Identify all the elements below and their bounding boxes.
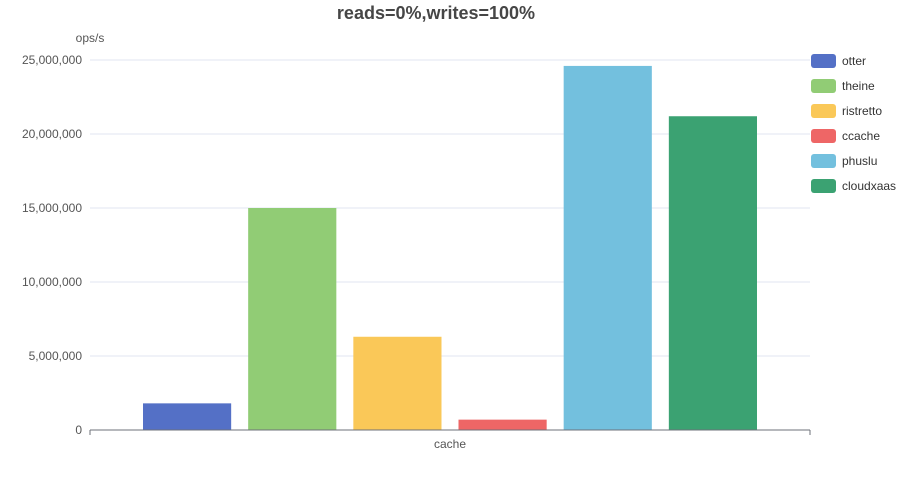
legend-label-ristretto[interactable]: ristretto [842,104,882,118]
x-axis: cache [89,429,811,451]
bar-ccache[interactable] [458,419,547,430]
bars [143,65,757,431]
legend-swatch-theine[interactable] [811,79,836,93]
legend-label-otter[interactable]: otter [842,54,866,68]
y-tick-label: 20,000,000 [22,127,82,141]
bar-phuslu[interactable] [563,65,652,431]
legend[interactable]: otter theine ristretto ccache phuslu cloudxaa… [811,54,896,193]
y-tick-label: 15,000,000 [22,201,82,215]
legend-swatch-phuslu[interactable] [811,154,836,168]
bar-ristretto[interactable] [353,336,442,430]
legend-label-theine[interactable]: theine [842,79,875,93]
y-tick-label: 0 [75,423,82,437]
y-tick-label: 5,000,000 [29,349,83,363]
legend-swatch-ristretto[interactable] [811,104,836,118]
legend-label-phuslu[interactable]: phuslu [842,154,877,168]
legend-label-cloudxaas[interactable]: cloudxaas [842,179,896,193]
y-tick-label: 10,000,000 [22,275,82,289]
chart-title: reads=0%,writes=100% [337,3,535,23]
bar-cloudxaas[interactable] [668,116,757,431]
y-axis-ticks: 0 5,000,000 10,000,000 15,000,000 20,000,000… [22,53,82,437]
bar-theine[interactable] [248,208,337,430]
bar-otter[interactable] [143,403,232,430]
legend-label-ccache[interactable]: ccache [842,129,880,143]
y-tick-label: 25,000,000 [22,53,82,67]
legend-swatch-ccache[interactable] [811,129,836,143]
legend-swatch-otter[interactable] [811,54,836,68]
legend-swatch-cloudxaas[interactable] [811,179,836,193]
y-axis-label: ops/s [76,31,105,45]
x-category-label: cache [434,437,466,451]
